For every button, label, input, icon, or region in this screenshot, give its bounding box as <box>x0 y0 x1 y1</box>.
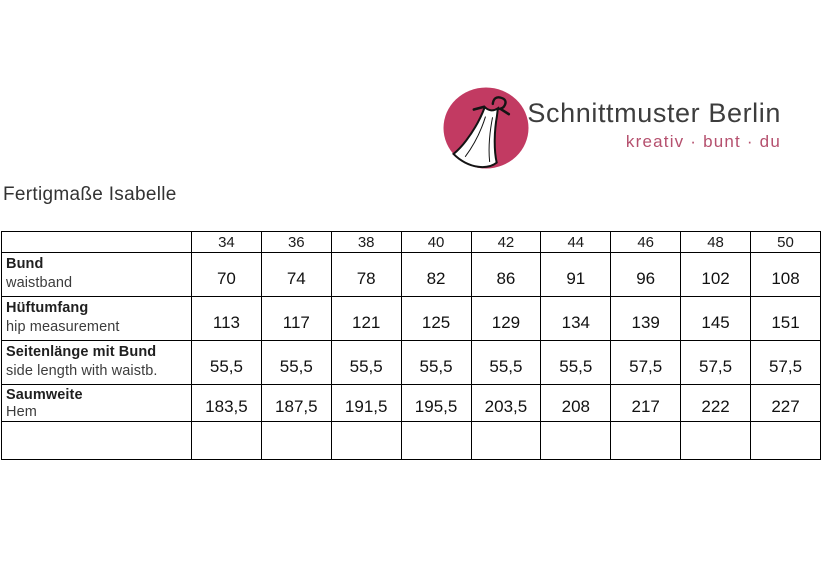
value-cell <box>330 421 402 460</box>
value-cell: 55,5 <box>400 340 472 385</box>
value-cell <box>750 421 821 460</box>
corner-cell <box>1 231 192 253</box>
size-header: 40 <box>400 231 472 253</box>
table-row: Seitenlänge mit Bund side length with wai… <box>1 340 821 385</box>
value-cell: 78 <box>330 252 402 297</box>
value-cell: 113 <box>191 296 262 341</box>
value-cell: 91 <box>540 252 612 297</box>
row-label-english: waistband <box>6 275 73 291</box>
table-row: Hüftumfang hip measurement 113 117 121 125 129… <box>1 296 821 341</box>
size-header: 38 <box>330 231 402 253</box>
value-cell <box>260 421 332 460</box>
value-cell: 82 <box>400 252 472 297</box>
size-header: 42 <box>470 231 542 253</box>
value-cell <box>540 421 612 460</box>
value-cell: 55,5 <box>191 340 262 385</box>
size-header: 46 <box>610 231 682 253</box>
value-cell: 222 <box>680 384 751 422</box>
row-label-cell: Bund waistband <box>1 252 192 297</box>
value-cell <box>680 421 751 460</box>
size-table: 34 36 38 40 42 44 46 48 50 Bund waistband 70 74 78 82… <box>1 231 821 460</box>
value-cell: 227 <box>750 384 821 422</box>
row-label-english: side length with waistb. <box>6 363 158 379</box>
value-cell: 125 <box>400 296 472 341</box>
value-cell: 139 <box>610 296 682 341</box>
value-cell <box>470 421 542 460</box>
value-cell: 217 <box>610 384 682 422</box>
value-cell: 134 <box>540 296 612 341</box>
value-cell: 57,5 <box>610 340 682 385</box>
row-label-english: hip measurement <box>6 319 120 335</box>
value-cell: 86 <box>470 252 542 297</box>
value-cell: 55,5 <box>330 340 402 385</box>
value-cell: 57,5 <box>750 340 821 385</box>
row-label-german: Seitenlänge mit Bund <box>6 344 157 360</box>
value-cell: 151 <box>750 296 821 341</box>
value-cell: 195,5 <box>400 384 472 422</box>
brand-logo <box>443 87 529 169</box>
size-header: 34 <box>191 231 262 253</box>
size-header: 44 <box>540 231 612 253</box>
value-cell: 121 <box>330 296 402 341</box>
value-cell <box>191 421 262 460</box>
row-label-cell <box>1 421 192 460</box>
value-cell: 191,5 <box>330 384 402 422</box>
value-cell: 203,5 <box>470 384 542 422</box>
value-cell: 117 <box>260 296 332 341</box>
size-table-body: Bund waistband 70 74 78 82 86 91 96 102 108 Hüftumf… <box>1 252 821 460</box>
value-cell: 70 <box>191 252 262 297</box>
value-cell: 108 <box>750 252 821 297</box>
table-row <box>1 421 821 460</box>
value-cell: 96 <box>610 252 682 297</box>
value-cell <box>400 421 472 460</box>
row-label-german: Hüftumfang <box>6 300 89 316</box>
size-header: 50 <box>750 231 821 253</box>
value-cell: 55,5 <box>470 340 542 385</box>
row-label-english: Hem <box>6 404 37 420</box>
brand-name: Schnittmuster Berlin <box>527 98 781 128</box>
value-cell: 74 <box>260 252 332 297</box>
size-header: 36 <box>260 231 332 253</box>
row-label-german: Saumweite <box>6 387 83 403</box>
table-row: Bund waistband 70 74 78 82 86 91 96 102 108 <box>1 252 821 297</box>
value-cell: 55,5 <box>540 340 612 385</box>
row-label-cell: Hüftumfang hip measurement <box>1 296 192 341</box>
value-cell: 208 <box>540 384 612 422</box>
value-cell: 129 <box>470 296 542 341</box>
page-title: Fertigmaße Isabelle <box>3 184 177 205</box>
table-row: Saumweite Hem 183,5 187,5 191,5 195,5 203,5 208… <box>1 384 821 422</box>
value-cell: 145 <box>680 296 751 341</box>
row-label-cell: Saumweite Hem <box>1 384 192 422</box>
value-cell: 187,5 <box>260 384 332 422</box>
value-cell: 183,5 <box>191 384 262 422</box>
value-cell: 55,5 <box>260 340 332 385</box>
dress-logo-icon <box>443 87 529 169</box>
value-cell <box>610 421 682 460</box>
row-label-german: Bund <box>6 256 44 272</box>
size-table-head-row: 34 36 38 40 42 44 46 48 50 <box>1 231 821 253</box>
size-header: 48 <box>680 231 751 253</box>
value-cell: 57,5 <box>680 340 751 385</box>
row-label-cell: Seitenlänge mit Bund side length with wai… <box>1 340 192 385</box>
value-cell: 102 <box>680 252 751 297</box>
brand-block: Schnittmuster Berlin kreativ · bunt · du <box>527 96 781 152</box>
brand-tagline: kreativ · bunt · du <box>625 132 781 151</box>
